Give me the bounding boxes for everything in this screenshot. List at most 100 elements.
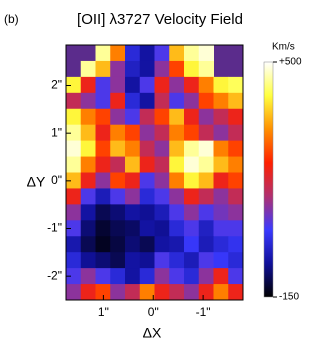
- heatmap-cell: [80, 76, 96, 94]
- heatmap-cell: [80, 60, 96, 78]
- heatmap-cell: [95, 60, 111, 78]
- heatmap-cell: [66, 156, 82, 173]
- heatmap-cell: [228, 124, 244, 142]
- heatmap-cell: [95, 284, 111, 301]
- x-tick-label: -1": [196, 305, 211, 319]
- heatmap-cell: [198, 124, 214, 142]
- heatmap-cell: [184, 140, 200, 158]
- heatmap-cell: [80, 108, 96, 126]
- heatmap-cell: [110, 172, 126, 189]
- heatmap-cell: [184, 60, 200, 78]
- heatmap-cell: [169, 172, 185, 189]
- heatmap-cell: [154, 140, 170, 158]
- heatmap-cell: [66, 140, 82, 158]
- panel-label: (b): [4, 12, 19, 26]
- heatmap-cell: [228, 76, 244, 94]
- heatmap-cell: [110, 76, 126, 94]
- heatmap-cell: [169, 76, 185, 94]
- heatmap-cell: [213, 284, 229, 301]
- heatmap-cell: [95, 236, 111, 253]
- heatmap-cell: [198, 45, 214, 62]
- heatmap-cell: [66, 236, 82, 253]
- heatmap-cell: [66, 284, 82, 301]
- heatmap-cell: [213, 220, 229, 237]
- heatmap-cell: [95, 252, 111, 269]
- heatmap-cell: [184, 236, 200, 253]
- heatmap-cell: [198, 268, 214, 285]
- heatmap-cell: [125, 76, 141, 94]
- heatmap-cell: [95, 140, 111, 158]
- heatmap-cell: [139, 204, 155, 221]
- heatmap-cell: [110, 236, 126, 253]
- heatmap-cell: [139, 92, 155, 110]
- heatmap-cell: [139, 60, 155, 78]
- heatmap-cell: [139, 172, 155, 189]
- heatmap-cell: [66, 268, 82, 285]
- heatmap-cell: [95, 92, 111, 110]
- heatmap-cell: [125, 268, 141, 285]
- heatmap-cell: [169, 268, 185, 285]
- heatmap-cell: [110, 220, 126, 237]
- heatmap-cell: [228, 108, 244, 126]
- heatmap-cell: [110, 252, 126, 269]
- y-tick-label: -2": [47, 268, 62, 282]
- heatmap-cell: [184, 188, 200, 205]
- heatmap-cell: [66, 124, 82, 142]
- heatmap-cell: [95, 188, 111, 205]
- heatmap-cell: [213, 156, 229, 173]
- heatmap-cell: [154, 252, 170, 269]
- heatmap-cell: [125, 204, 141, 221]
- heatmap-cell: [198, 92, 214, 110]
- figure: (b) [OII] λ3727 Velocity Field ΔX ΔY Km/…: [4, 11, 302, 341]
- heatmap-cell: [125, 140, 141, 158]
- heatmap-cell: [184, 124, 200, 142]
- y-tick-label: 1": [51, 125, 62, 139]
- heatmap-cell: [228, 204, 244, 221]
- heatmap-cell: [198, 188, 214, 205]
- heatmap-cell: [213, 268, 229, 285]
- heatmap-cell: [228, 92, 244, 110]
- heatmap-cell: [184, 172, 200, 189]
- heatmap-cell: [169, 45, 185, 62]
- heatmap-cell: [95, 108, 111, 126]
- heatmap-cell: [169, 188, 185, 205]
- heatmap-cell: [125, 284, 141, 301]
- heatmap-cell: [95, 268, 111, 285]
- heatmap-cell: [228, 188, 244, 205]
- y-tick-label: 0": [51, 173, 62, 187]
- heatmap-cell: [154, 156, 170, 173]
- heatmap-cell: [125, 188, 141, 205]
- heatmap-cell: [198, 284, 214, 301]
- heatmap-cell: [213, 236, 229, 253]
- heatmap-cell: [139, 268, 155, 285]
- heatmap-cell: [66, 188, 82, 205]
- heatmap-cell: [66, 76, 82, 94]
- heatmap-cell: [154, 108, 170, 126]
- heatmap-cell: [228, 220, 244, 237]
- plot-frame: [65, 44, 244, 301]
- heatmap-cell: [184, 92, 200, 110]
- heatmap-cell: [213, 252, 229, 269]
- heatmap-cell: [169, 124, 185, 142]
- heatmap-cell: [198, 252, 214, 269]
- heatmap-cell: [139, 236, 155, 253]
- heatmap-cell: [80, 204, 96, 221]
- heatmap-cell: [169, 60, 185, 78]
- heatmap-cell: [139, 284, 155, 301]
- heatmap-cell: [184, 252, 200, 269]
- heatmap-cell: [110, 60, 126, 78]
- y-axis-label: ΔY: [27, 174, 46, 190]
- heatmap-cell: [198, 172, 214, 189]
- heatmap-cell: [154, 76, 170, 94]
- x-tick-label: 1": [98, 305, 109, 319]
- heatmap-cell: [154, 92, 170, 110]
- heatmap-cell: [110, 156, 126, 173]
- heatmap-cell: [184, 220, 200, 237]
- heatmap-cell: [184, 108, 200, 126]
- heatmap-cell: [198, 76, 214, 94]
- heatmap-cell: [213, 76, 229, 94]
- heatmap-cell: [154, 45, 170, 62]
- x-axis-label: ΔX: [143, 325, 162, 341]
- heatmap-cell: [184, 76, 200, 94]
